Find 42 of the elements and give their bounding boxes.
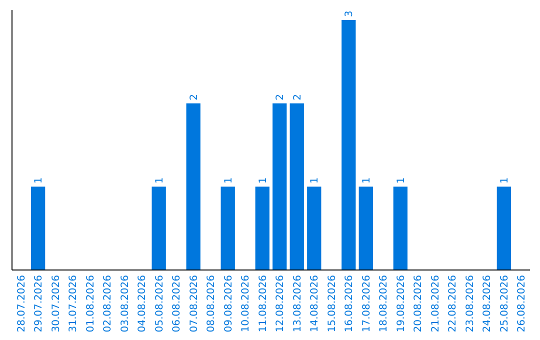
x-tick-label: 28.07.2026 [16,275,28,332]
data-label: 1 [223,177,234,184]
x-tick-label: 25.08.2026 [499,275,510,332]
x-tick-label: 08.08.2026 [206,275,218,332]
data-label: 1 [154,177,166,184]
data-label: 2 [292,94,304,100]
x-tick-label: 22.08.2026 [448,275,459,332]
x-tick-label: 06.08.2026 [172,275,183,332]
x-tick-label: 16.08.2026 [344,275,356,332]
x-tick-label: 19.08.2026 [396,275,407,332]
data-label: 2 [188,94,200,100]
data-label: 1 [361,177,372,184]
x-tick-label: 24.08.2026 [482,275,494,332]
x-tick-label: 29.07.2026 [34,275,45,332]
x-tick-label: 10.08.2026 [240,275,252,332]
x-tick-label: 09.08.2026 [223,275,234,332]
x-tick-label: 04.08.2026 [137,275,148,332]
data-label: 1 [499,177,510,184]
data-label: 1 [34,177,45,184]
x-tick-label: 02.08.2026 [102,275,114,332]
data-label: 3 [344,10,356,17]
data-label: 1 [310,177,321,184]
x-tick-label: 01.08.2026 [85,275,96,332]
x-tick-label: 21.08.2026 [430,275,442,332]
x-tick-label: 31.07.2026 [68,275,80,332]
x-tick-label: 18.08.2026 [378,275,390,332]
x-tick-label: 20.08.2026 [413,275,424,332]
x-tick-label: 12.08.2026 [275,275,286,332]
data-label: 1 [396,177,407,184]
x-tick-label: 23.08.2026 [464,275,476,332]
x-tick-label: 17.08.2026 [361,275,372,332]
x-tick-label: 05.08.2026 [154,275,166,332]
x-tick-label: 11.08.2026 [258,275,269,332]
x-tick-label: 15.08.2026 [326,275,338,332]
x-tick-label: 07.08.2026 [188,275,200,332]
x-tick-label: 03.08.2026 [120,275,131,332]
data-label: 2 [275,94,286,100]
x-tick-label: 14.08.2026 [310,275,321,332]
x-tick-label: 26.08.2026 [516,275,528,332]
x-tick-label: 13.08.2026 [292,275,304,332]
data-label: 1 [258,177,269,184]
x-tick-label: 30.07.2026 [50,275,62,332]
